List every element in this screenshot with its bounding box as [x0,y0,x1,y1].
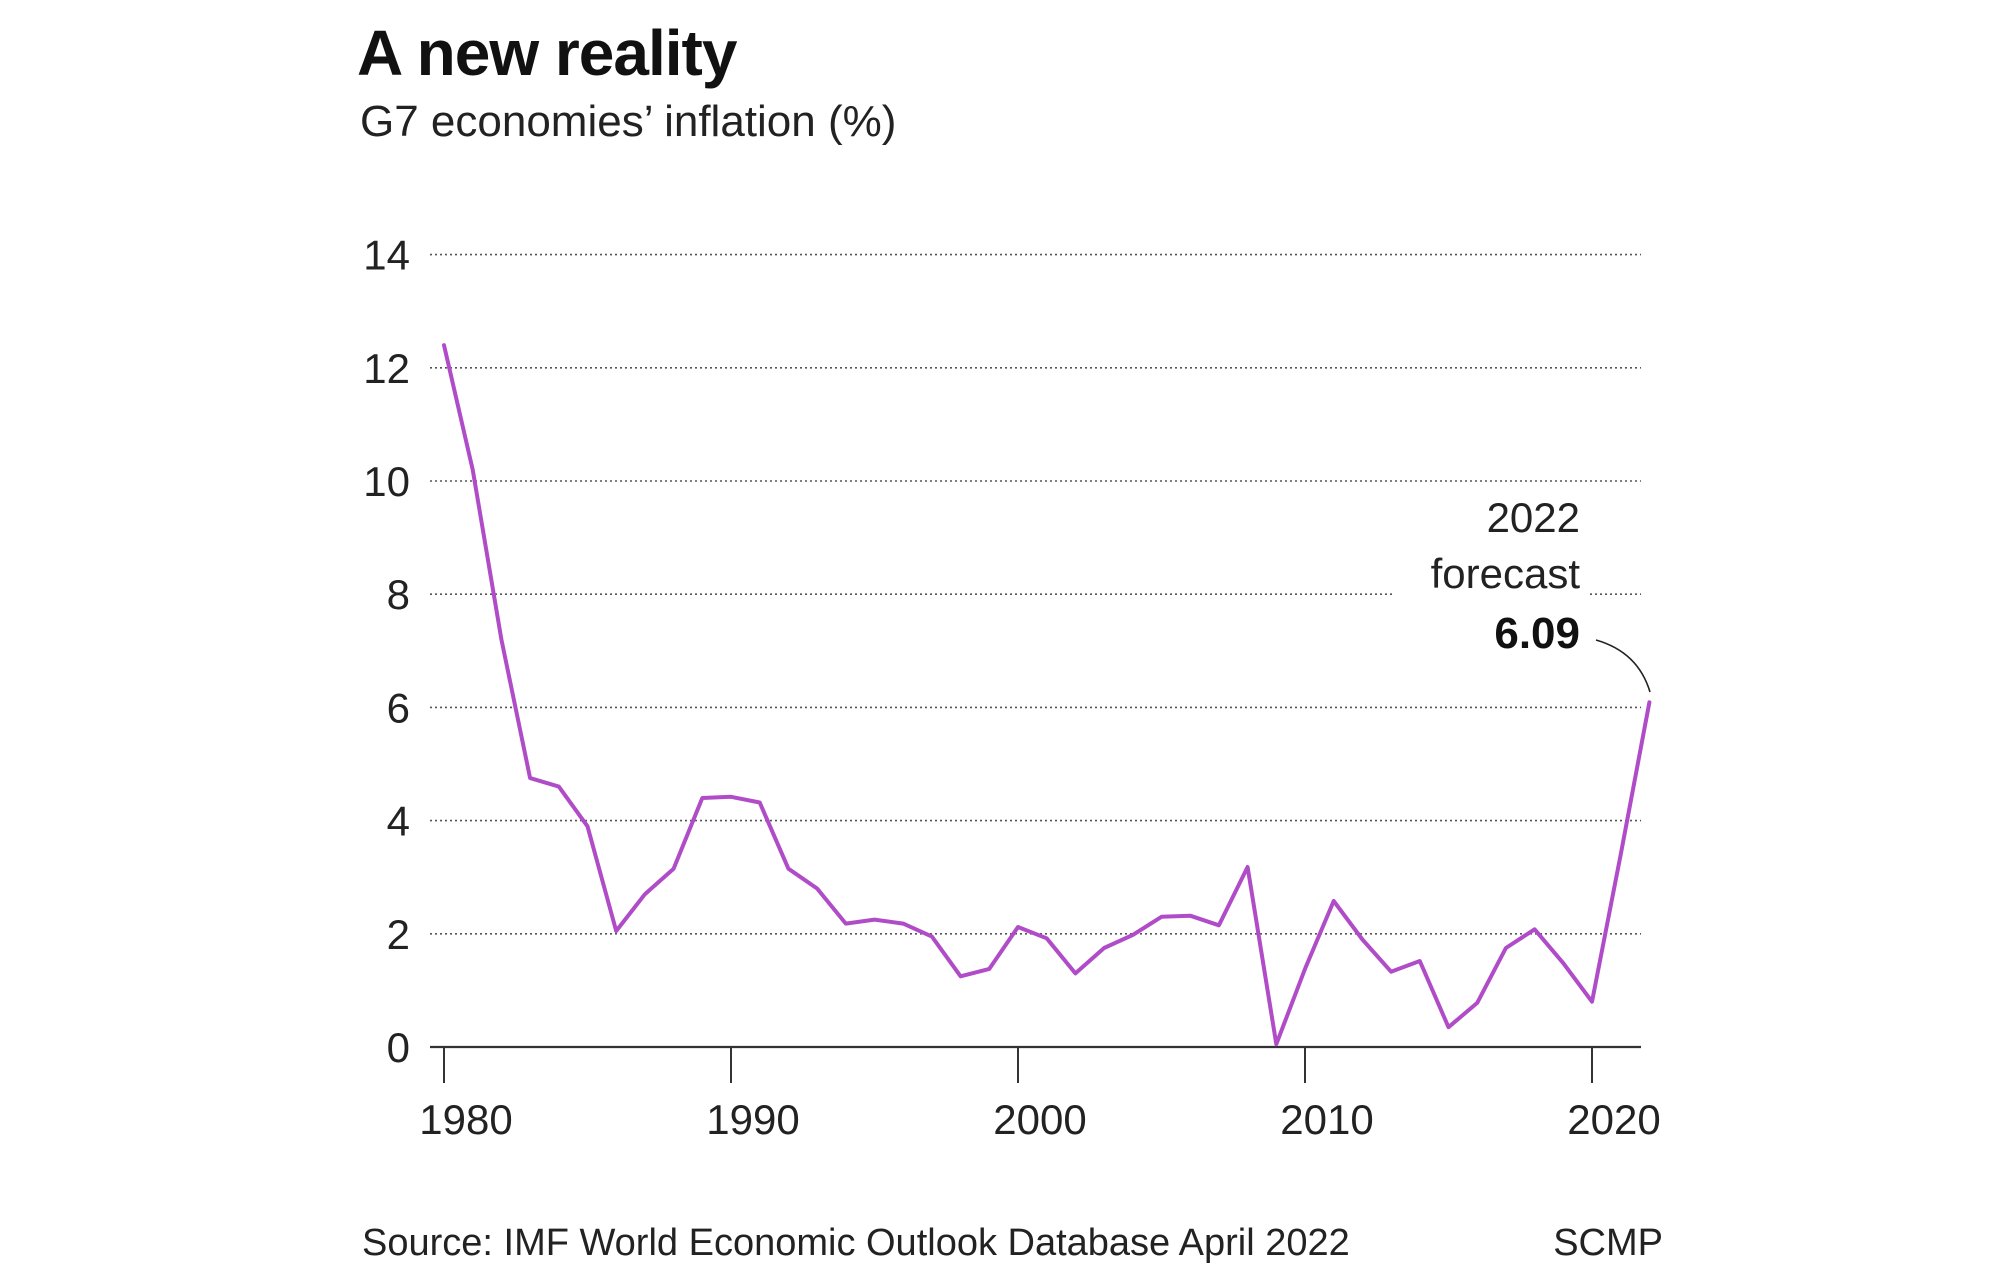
annotation-leader-line [1595,639,1651,693]
credit-label: SCMP [1553,1222,1663,1264]
series-layer [442,343,1652,1047]
x-tick-label: 2020 [1567,1096,1660,1143]
y-tick-label: 12 [363,345,410,392]
y-tick-label: 6 [387,684,410,731]
annotation-backdrop [1395,498,1590,663]
y-tick-label: 4 [387,798,410,845]
source-note: Source: IMF World Economic Outlook Datab… [362,1222,1350,1264]
annotation-value: 6.09 [1494,609,1580,658]
chart-subtitle: G7 economies’ inflation (%) [360,97,897,146]
chart-title: A new reality [357,17,737,89]
y-tick-label: 10 [363,458,410,505]
x-tick-label: 1990 [706,1096,799,1143]
x-axis-ticks: 1980 1990 2000 2010 2020 [419,1047,1661,1143]
x-tick-label: 2000 [993,1096,1086,1143]
y-tick-label: 14 [363,232,410,279]
x-tick-label: 2010 [1280,1096,1373,1143]
y-tick-label: 8 [387,571,410,618]
y-axis-ticks: 0 2 4 6 8 10 12 14 [363,232,410,1071]
y-tick-label: 2 [387,911,410,958]
forecast-annotation: 2022 forecast 6.09 [1395,494,1651,693]
y-tick-label: 0 [387,1024,410,1071]
annotation-forecast: forecast [1431,550,1581,597]
series-line [442,343,1652,1047]
x-tick-label: 1980 [419,1096,512,1143]
annotation-year: 2022 [1487,494,1580,541]
